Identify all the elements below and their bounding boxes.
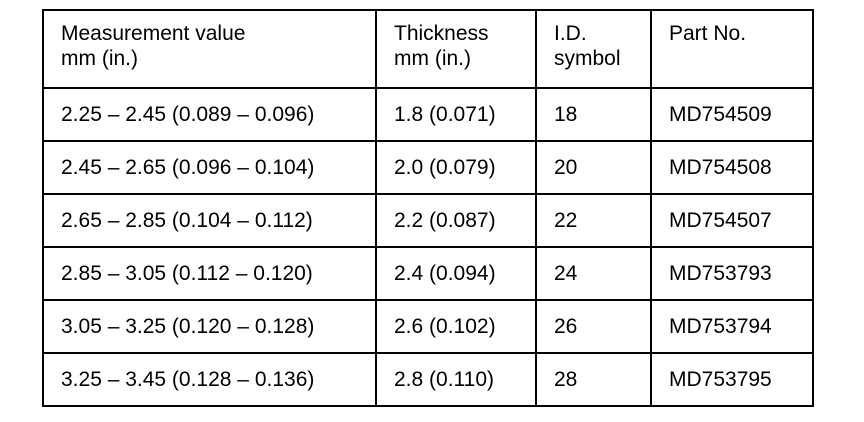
data-cell: MD754509 bbox=[650, 87, 814, 142]
data-row: 2.85 – 3.05 (0.112 – 0.120) 2.4 (0.094) 24… bbox=[42, 246, 814, 301]
data-cell: 3.25 – 3.45 (0.128 – 0.136) bbox=[42, 352, 377, 407]
data-cell: 28 bbox=[535, 352, 652, 407]
header-cell: I.D. symbol bbox=[535, 9, 652, 89]
header-text: Part No. bbox=[669, 22, 747, 45]
data-cell: 2.45 – 2.65 (0.096 – 0.104) bbox=[42, 140, 377, 195]
data-cell: MD753794 bbox=[650, 299, 814, 354]
data-cell: 2.8 (0.110) bbox=[375, 352, 537, 407]
data-cell: MD753793 bbox=[650, 246, 814, 301]
data-cell: MD754507 bbox=[650, 193, 814, 248]
data-cell: 2.85 – 3.05 (0.112 – 0.120) bbox=[42, 246, 377, 301]
data-cell: 2.4 (0.094) bbox=[375, 246, 537, 301]
data-cell: 2.65 – 2.85 (0.104 – 0.112) bbox=[42, 193, 377, 248]
header-cell: Thickness mm (in.) bbox=[375, 9, 537, 89]
data-cell: 20 bbox=[535, 140, 652, 195]
data-cell: 22 bbox=[535, 193, 652, 248]
header-text: mm (in.) bbox=[61, 47, 138, 70]
header-text: mm (in.) bbox=[394, 47, 471, 70]
header-text: symbol bbox=[554, 47, 621, 70]
data-row: 3.25 – 3.45 (0.128 – 0.136) 2.8 (0.110) 28… bbox=[42, 352, 814, 407]
data-cell: 2.2 (0.087) bbox=[375, 193, 537, 248]
header-text: I.D. bbox=[554, 22, 587, 45]
data-cell: 2.6 (0.102) bbox=[375, 299, 537, 354]
data-cell: 2.0 (0.079) bbox=[375, 140, 537, 195]
data-cell: 1.8 (0.071) bbox=[375, 87, 537, 142]
header-text: Measurement value bbox=[61, 22, 246, 45]
data-cell: 26 bbox=[535, 299, 652, 354]
data-row: 3.05 – 3.25 (0.120 – 0.128) 2.6 (0.102) 26… bbox=[42, 299, 814, 354]
data-cell: 18 bbox=[535, 87, 652, 142]
data-row: 2.45 – 2.65 (0.096 – 0.104) 2.0 (0.079) 20… bbox=[42, 140, 814, 195]
data-cell: MD754508 bbox=[650, 140, 814, 195]
header-cell: Part No. bbox=[650, 9, 814, 89]
data-cell: 2.25 – 2.45 (0.089 – 0.096) bbox=[42, 87, 377, 142]
header-cell: Measurement value mm (in.) bbox=[42, 9, 377, 89]
shim-table: Measurement value mm (in.) Thickness mm (in… bbox=[42, 9, 814, 407]
data-cell: 24 bbox=[535, 246, 652, 301]
data-row: 2.65 – 2.85 (0.104 – 0.112) 2.2 (0.087) 22… bbox=[42, 193, 814, 248]
data-cell: MD753795 bbox=[650, 352, 814, 407]
header-row: Measurement value mm (in.) Thickness mm (in… bbox=[42, 9, 814, 89]
header-text: Thickness bbox=[394, 22, 489, 45]
data-cell: 3.05 – 3.25 (0.120 – 0.128) bbox=[42, 299, 377, 354]
data-row: 2.25 – 2.45 (0.089 – 0.096) 1.8 (0.071) 18… bbox=[42, 87, 814, 142]
